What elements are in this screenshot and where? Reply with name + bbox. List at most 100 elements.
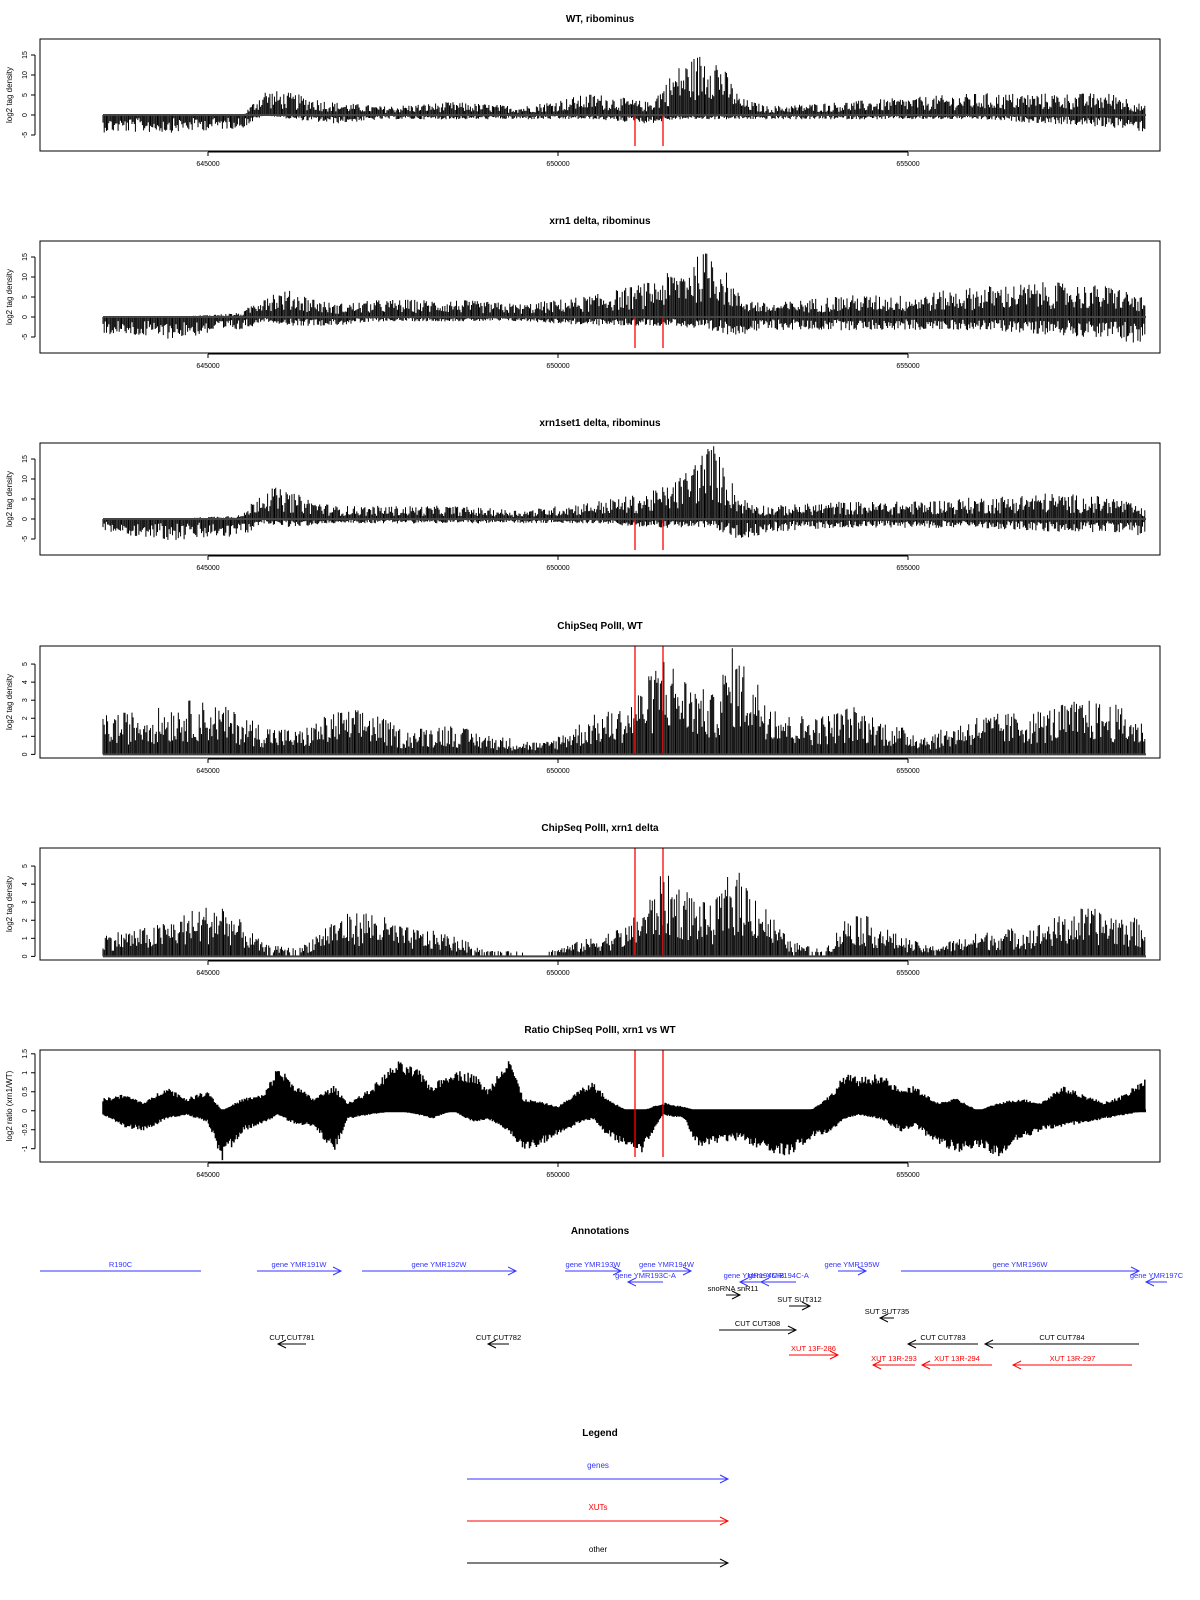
x-tick-label: 655000 (896, 161, 919, 168)
annotation-feature: SUT SUT735 (865, 1307, 909, 1323)
y-axis-label: log2 ratio (xrn1/WT) (5, 1070, 14, 1141)
arrowhead-right (787, 1325, 798, 1335)
legend-item-label: genes (587, 1461, 609, 1470)
y-tick-label: 1.5 (22, 1049, 29, 1059)
annotations-title: Annotations (571, 1226, 630, 1237)
chart-title: ChipSeq PolII, xrn1 delta (541, 823, 659, 834)
x-tick-label: 655000 (896, 970, 919, 977)
annotation-feature: XUT 13R-297 (1011, 1354, 1132, 1370)
annotation-feature: gene YMR197C (1130, 1271, 1184, 1287)
y-tick-label: 10 (22, 475, 29, 483)
y-tick-label: 15 (22, 253, 29, 261)
annotation-feature: gene YMR193W (565, 1260, 623, 1276)
arrowhead-left (878, 1313, 889, 1323)
data-bars (102, 1061, 1146, 1161)
annotation-feature: CUT CUT784 (983, 1333, 1139, 1349)
arrowhead-right (829, 1350, 840, 1360)
annotation-feature: gene YMR193C-A (615, 1271, 676, 1287)
x-tick-label: 650000 (546, 565, 569, 572)
plot-frame (39, 847, 1161, 961)
x-tick-label: 645000 (196, 1172, 219, 1179)
legend-item: XUTs (467, 1503, 730, 1526)
legend-panel: Legend genes XUTs other (467, 1428, 730, 1568)
legend-item: genes (467, 1461, 730, 1484)
y-tick-label: 15 (22, 455, 29, 463)
annotation-feature: gene YMR195W (825, 1260, 880, 1276)
arrowhead-left (1144, 1277, 1155, 1287)
plot-frame (39, 1049, 1161, 1163)
y-tick-label: 4 (22, 680, 29, 684)
arrowhead-left (920, 1360, 931, 1370)
feature-label: CUT CUT308 (735, 1319, 780, 1328)
arrowhead-left (1011, 1360, 1022, 1370)
legend-item-label: XUTs (588, 1503, 607, 1512)
annotations-panel: Annotations R190C gene YMR191W gene YMR192W… (40, 1226, 1184, 1370)
annotation-feature: XUT 13F-286 (789, 1344, 840, 1360)
y-tick-label: 1 (22, 936, 29, 940)
x-tick-label: 650000 (546, 161, 569, 168)
y-tick-label: 0 (22, 113, 29, 117)
x-tick-label: 650000 (546, 1172, 569, 1179)
annotation-feature: gene YMR191W (257, 1260, 343, 1276)
data-series-path (102, 1061, 1146, 1161)
legend-arrowhead (719, 1516, 730, 1526)
arrowhead-right (507, 1266, 518, 1276)
data-bars (102, 56, 1146, 133)
chart-title: WT, ribominus (566, 14, 635, 25)
feature-label: gene YMR194C-A (748, 1271, 809, 1280)
y-tick-label: -5 (22, 536, 29, 542)
arrowhead-left (906, 1339, 917, 1349)
chart-title: ChipSeq PolII, WT (557, 621, 643, 632)
arrowhead-left (871, 1360, 882, 1370)
arrowhead-right (612, 1266, 623, 1276)
annotation-feature: R190C (40, 1260, 201, 1272)
arrowhead-right (682, 1266, 693, 1276)
annotation-feature: gene YMR192W (362, 1260, 518, 1276)
x-tick-label: 655000 (896, 1172, 919, 1179)
feature-label: gene YMR194C-B (724, 1271, 785, 1280)
y-axis-label: log2 tag density (5, 67, 14, 123)
y-tick-label: 0 (22, 1109, 29, 1113)
data-series-path (102, 253, 1146, 343)
legend-item: other (467, 1545, 730, 1568)
y-tick-label: 0 (22, 517, 29, 521)
arrowhead-left (276, 1339, 287, 1349)
feature-label: gene YMR194W (639, 1260, 695, 1269)
y-axis-label: log2 tag density (5, 269, 14, 325)
annotation-feature: XUT 13R-293 (871, 1354, 917, 1370)
plot-frame (39, 442, 1161, 556)
y-tick-label: 15 (22, 51, 29, 59)
annotation-feature: CUT CUT308 (719, 1319, 798, 1335)
annotation-feature: CUT CUT781 (269, 1333, 315, 1349)
y-tick-label: 4 (22, 882, 29, 886)
y-tick-label: 5 (22, 497, 29, 501)
x-tick-label: 645000 (196, 768, 219, 775)
x-tick-label: 650000 (546, 970, 569, 977)
chart-panel: Ratio ChipSeq PolII, xrn1 vs WT -1 -0.5 0 0.… (5, 1025, 1161, 1179)
arrowhead-right (801, 1301, 812, 1311)
x-tick-label: 655000 (896, 565, 919, 572)
y-tick-label: 0 (22, 752, 29, 756)
feature-label: gene YMR193C-A (615, 1271, 676, 1280)
data-bars (102, 648, 1146, 756)
y-tick-label: 1 (22, 734, 29, 738)
legend-title: Legend (582, 1428, 618, 1439)
x-tick-label: 645000 (196, 565, 219, 572)
plot-frame (39, 240, 1161, 354)
arrowhead-left (486, 1339, 497, 1349)
y-tick-label: 0 (22, 315, 29, 319)
y-tick-label: 0 (22, 954, 29, 958)
data-series-path (102, 56, 1146, 133)
y-tick-label: 5 (22, 295, 29, 299)
arrowhead-left (738, 1277, 749, 1287)
annotation-feature: CUT CUT783 (906, 1333, 978, 1349)
data-bars (102, 253, 1146, 343)
annotation-feature: snoRNA snR11 (708, 1284, 758, 1300)
data-series-path (102, 648, 1146, 755)
feature-label: SUT SUT735 (865, 1307, 909, 1316)
y-tick-label: 3 (22, 900, 29, 904)
chart-title: Ratio ChipSeq PolII, xrn1 vs WT (524, 1025, 675, 1036)
feature-label: CUT CUT781 (269, 1333, 314, 1342)
y-axis-label: log2 tag density (5, 876, 14, 932)
x-tick-label: 650000 (546, 363, 569, 370)
